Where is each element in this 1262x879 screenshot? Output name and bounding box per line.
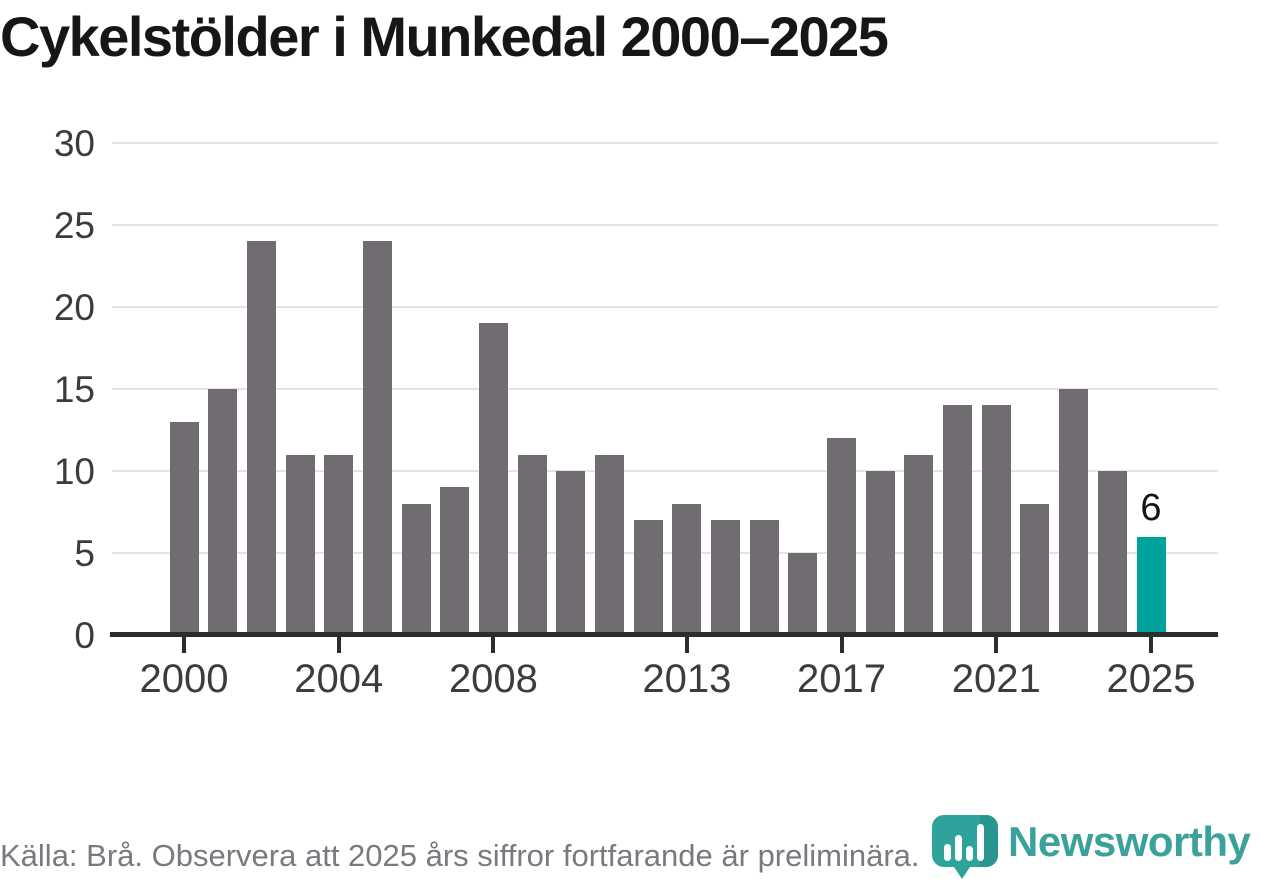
bar-2000: [169, 421, 199, 635]
x-axis-tick: [839, 637, 844, 653]
bar-2009: [517, 454, 547, 635]
bar-2014: [711, 520, 741, 635]
bar-2001: [208, 389, 238, 635]
x-axis-label: 2025: [1106, 657, 1196, 701]
bar-2016: [788, 553, 818, 635]
bar-2021: [981, 405, 1011, 635]
bar-2010: [556, 471, 586, 635]
bar-2013: [672, 503, 702, 635]
gridline: [112, 552, 1218, 554]
y-axis-label: 25: [53, 205, 95, 246]
bar-2005: [362, 241, 392, 635]
bar-2012: [633, 520, 663, 635]
bar-2024: [1097, 471, 1127, 635]
gridline: [112, 388, 1218, 390]
bar-2006: [401, 503, 431, 635]
x-axis-tick: [1149, 637, 1153, 653]
speech-bubble-bar-chart-icon: [932, 815, 998, 879]
y-axis-label: 15: [53, 369, 95, 410]
bar-2004: [324, 454, 354, 635]
y-axis-label: 5: [74, 533, 95, 574]
bar-2015: [749, 520, 779, 635]
bar-2019: [904, 454, 934, 635]
y-axis-label: 10: [53, 451, 95, 492]
x-axis-label: 2021: [951, 657, 1041, 701]
bar-2023: [1059, 389, 1089, 635]
y-axis-label: 0: [74, 615, 95, 656]
x-axis-label: 2000: [139, 657, 229, 701]
y-axis-label: 20: [53, 287, 95, 328]
gridline: [112, 470, 1218, 472]
x-axis-tick: [684, 637, 689, 653]
x-axis-line: [110, 632, 1218, 637]
x-axis-tick: [491, 637, 496, 653]
bar-2017: [827, 438, 857, 635]
x-axis-label: 2017: [797, 657, 887, 701]
x-axis-label: 2008: [448, 657, 538, 701]
highlight-value-label: 6: [1140, 486, 1162, 529]
newsworthy-wordmark: Newsworthy: [1008, 818, 1251, 865]
bar-2020: [943, 405, 973, 635]
bar-2003: [285, 454, 315, 635]
newsworthy-logo: Newsworthy: [930, 812, 1262, 879]
source-note: Källa: Brå. Observera att 2025 års siffr…: [0, 838, 920, 873]
gridline: [112, 306, 1218, 308]
bar-2007: [440, 487, 470, 635]
x-axis-tick: [994, 637, 999, 653]
bar-2002: [246, 241, 276, 635]
gridline: [112, 224, 1218, 226]
x-axis-label: 2013: [642, 657, 732, 701]
bar-2008: [478, 323, 508, 635]
chart-title: Cykelstölder i Munkedal 2000–2025: [0, 5, 889, 68]
bar-2011: [594, 454, 624, 635]
bar-2018: [865, 471, 895, 635]
gridline: [112, 142, 1218, 144]
bar-2025: [1136, 536, 1166, 635]
x-axis-tick: [182, 637, 186, 653]
y-axis-label: 30: [53, 123, 95, 164]
x-axis-label: 2004: [294, 657, 384, 701]
x-axis-tick: [336, 637, 341, 653]
bar-2022: [1020, 503, 1050, 635]
